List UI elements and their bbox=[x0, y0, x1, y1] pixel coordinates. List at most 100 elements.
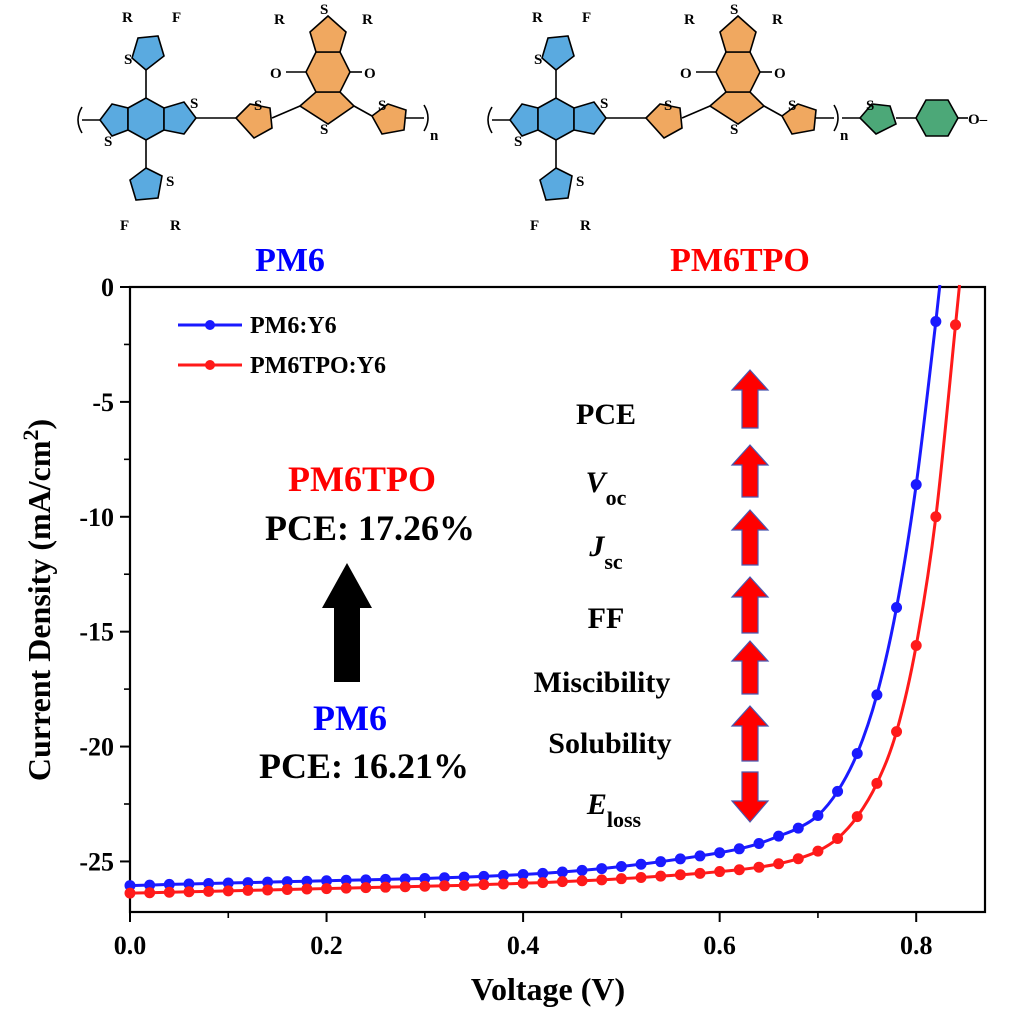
param-eloss-sub: loss bbox=[607, 807, 642, 832]
param-eloss: Eloss bbox=[586, 788, 642, 832]
arrow-up-jsc bbox=[730, 509, 770, 566]
data-point bbox=[438, 880, 450, 892]
data-point bbox=[891, 602, 903, 614]
improvement-arrow bbox=[322, 563, 372, 682]
pm6tpo-bond-mid2 bbox=[681, 105, 711, 119]
pm6tpo-core-s-left: S bbox=[514, 134, 522, 150]
pm6tpo-top-thiophene-ring bbox=[541, 35, 575, 72]
data-point bbox=[930, 315, 942, 327]
x-tick-label: 0.8 bbox=[900, 931, 933, 960]
pm6tpo-structure: S S R F S S F R S S R R O O S S n S bbox=[487, 2, 988, 234]
pm6-benzene-ring bbox=[127, 97, 165, 141]
pm6tpo-thiophene-3-ring bbox=[780, 103, 817, 135]
y-axis-title: Current Density (mA/cm2) bbox=[18, 419, 58, 781]
pm6tpo-bdd-quinone-ring bbox=[715, 51, 761, 93]
pm6-top-s: S bbox=[124, 52, 132, 68]
param-voc-sub: oc bbox=[606, 485, 627, 510]
pm6tpo-methoxy: O– bbox=[968, 112, 988, 128]
y-tick-label: 0 bbox=[101, 273, 114, 302]
pm6-core-s-left: S bbox=[104, 134, 112, 150]
legend-marker-pm6 bbox=[205, 320, 215, 330]
param-miscibility: Miscibility bbox=[534, 666, 671, 699]
data-point bbox=[144, 887, 156, 899]
data-point bbox=[576, 875, 588, 887]
arrow-up-pce bbox=[730, 369, 770, 429]
data-point bbox=[891, 726, 903, 738]
x-tick-label: 0.0 bbox=[114, 931, 147, 960]
data-point bbox=[910, 479, 922, 491]
pm6tpo-bdd-s-bottom: S bbox=[730, 122, 738, 138]
data-point bbox=[851, 811, 863, 823]
chart: 0.0 0.2 0.4 0.6 0.8 0 -5 -10 -15 -20 -25 Voltage … bbox=[18, 273, 987, 1007]
x-tick-label: 0.4 bbox=[507, 931, 540, 960]
data-point bbox=[733, 864, 745, 876]
arrow-up-ff bbox=[730, 576, 770, 634]
param-jsc: Jsc bbox=[588, 530, 623, 574]
data-point bbox=[242, 884, 254, 896]
data-point bbox=[458, 879, 470, 891]
data-point bbox=[910, 639, 922, 651]
pm6tpo-thiophene-2-ring bbox=[644, 103, 683, 140]
pm6tpo-top-r: R bbox=[532, 10, 543, 26]
data-point bbox=[812, 845, 824, 857]
pm6-bottom-f: F bbox=[120, 218, 129, 234]
data-point bbox=[832, 785, 844, 797]
pm6tpo-bdd-o-left: O bbox=[680, 66, 692, 82]
data-point bbox=[321, 883, 333, 895]
pm6-bdd-o-right: O bbox=[364, 66, 376, 82]
arrow-down-eloss bbox=[730, 771, 770, 823]
data-point bbox=[753, 838, 765, 850]
parameter-arrows bbox=[730, 369, 770, 823]
data-point bbox=[714, 847, 726, 859]
pm6tpo-top-s: S bbox=[534, 52, 542, 68]
pm6tpo-bottom-r: R bbox=[580, 218, 591, 234]
data-point bbox=[950, 319, 962, 331]
series-pm6 bbox=[124, 284, 942, 892]
pm6tpo-endcap-s: S bbox=[866, 98, 874, 114]
pm6tpo-top-f: F bbox=[582, 10, 591, 26]
data-point bbox=[694, 850, 706, 862]
data-point bbox=[596, 863, 608, 875]
pm6-bdd-quinone-ring bbox=[305, 51, 351, 93]
data-point bbox=[714, 866, 726, 878]
param-solubility: Solubility bbox=[548, 727, 671, 760]
pm6-thio2-s: S bbox=[254, 98, 262, 114]
pm6-thiophene-left-ring bbox=[99, 103, 129, 137]
pm6-bottom-r: R bbox=[170, 218, 181, 234]
pm6tpo-annotation-pce: PCE: 17.26% bbox=[265, 508, 475, 548]
pm6tpo-bdd-s-top: S bbox=[730, 2, 738, 18]
y-axis-title-sup: 2 bbox=[18, 429, 43, 440]
pm6-n: n bbox=[430, 128, 439, 144]
data-point bbox=[380, 881, 392, 893]
y-tick-label: -10 bbox=[79, 503, 114, 532]
data-point bbox=[281, 883, 293, 895]
pm6tpo-thiophene-left-ring bbox=[509, 103, 539, 137]
data-point bbox=[773, 858, 785, 870]
data-point bbox=[537, 877, 549, 889]
pm6-thiophene-3-ring bbox=[370, 103, 407, 135]
y-tick-label: -5 bbox=[92, 388, 114, 417]
data-point bbox=[183, 886, 195, 898]
y-tick-label: -15 bbox=[79, 618, 114, 647]
pm6tpo-bond-mid3 bbox=[763, 105, 783, 117]
series-layer bbox=[124, 284, 962, 899]
data-point bbox=[851, 747, 863, 759]
param-ff: FF bbox=[588, 602, 625, 635]
pm6tpo-bottom-s: S bbox=[576, 174, 584, 190]
data-point bbox=[871, 777, 883, 789]
data-point bbox=[596, 874, 608, 886]
data-point bbox=[792, 822, 804, 834]
pm6-thiophene-2-ring bbox=[234, 103, 273, 140]
pm6-bdd-thiophene-bottom bbox=[298, 91, 356, 125]
data-point bbox=[635, 858, 647, 870]
pm6-bdd-s-bottom: S bbox=[320, 122, 328, 138]
data-point bbox=[419, 880, 431, 892]
data-point bbox=[674, 853, 686, 865]
y-tick-label: -20 bbox=[79, 733, 114, 762]
pm6-right-bracket bbox=[423, 104, 429, 132]
pm6-bdd-o-left: O bbox=[270, 66, 282, 82]
pm6-top-thiophene-ring bbox=[131, 35, 165, 72]
arrow-up-solubility bbox=[730, 705, 770, 762]
pm6-bottom-thiophene-ring bbox=[129, 167, 163, 201]
pm6tpo-n: n bbox=[840, 128, 849, 144]
